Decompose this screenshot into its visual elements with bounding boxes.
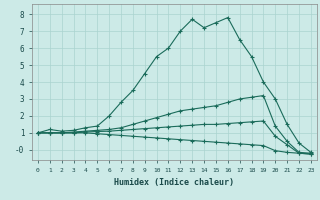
X-axis label: Humidex (Indice chaleur): Humidex (Indice chaleur) bbox=[115, 178, 234, 187]
